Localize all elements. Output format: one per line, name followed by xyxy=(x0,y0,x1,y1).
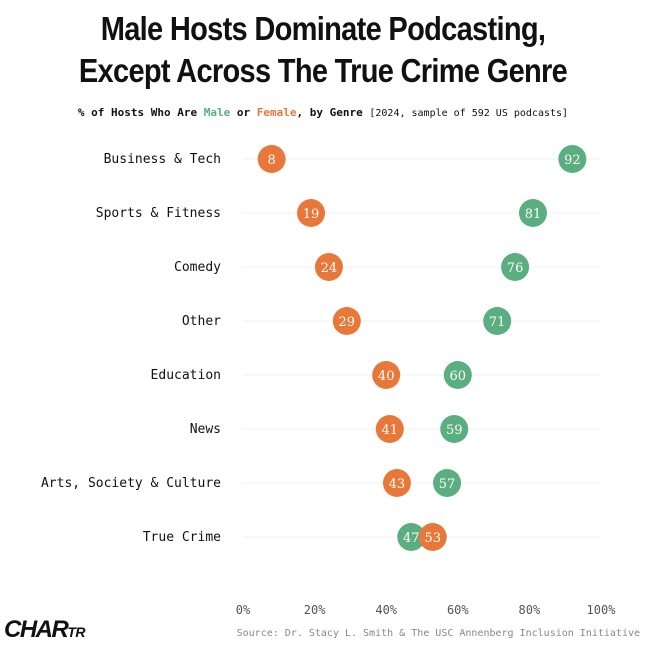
female-value-label: 8 xyxy=(267,153,275,168)
female-value-label: 53 xyxy=(424,531,441,546)
male-value-label: 60 xyxy=(450,369,467,384)
subtitle-prefix: % of Hosts Who Are xyxy=(77,106,198,119)
title-line-2: Except Across The True Crime Genre xyxy=(78,52,568,89)
male-dot xyxy=(397,523,426,551)
x-tick-label: 60% xyxy=(447,603,469,617)
x-tick-label: 0% xyxy=(236,603,251,617)
female-value-label: 43 xyxy=(389,477,406,492)
male-dot xyxy=(440,415,469,443)
x-tick-label: 20% xyxy=(304,603,326,617)
category-label: Other xyxy=(182,314,221,329)
chart-subtitle: % of Hosts Who Are Male or Female, by Ge… xyxy=(0,106,646,119)
female-value-label: 19 xyxy=(303,207,320,222)
female-value-label: 24 xyxy=(321,261,338,276)
category-label: Arts, Society & Culture xyxy=(41,476,221,491)
male-dot xyxy=(483,307,512,335)
male-value-label: 59 xyxy=(446,423,463,438)
male-value-label: 71 xyxy=(489,315,506,330)
category-label: Comedy xyxy=(174,260,221,275)
female-dot xyxy=(332,307,361,335)
female-value-label: 29 xyxy=(339,315,356,330)
chart-title: Male Hosts Dominate Podcasting, Except A… xyxy=(39,8,607,92)
logo-main: CHAR xyxy=(4,616,69,643)
female-dot xyxy=(314,253,343,281)
x-tick-label: 80% xyxy=(519,603,541,617)
male-value-label: 47 xyxy=(403,531,420,546)
male-dot xyxy=(558,145,587,173)
male-value-label: 81 xyxy=(525,207,542,222)
title-line-1: Male Hosts Dominate Podcasting, xyxy=(100,10,546,47)
female-dot xyxy=(372,361,401,389)
category-label: Business & Tech xyxy=(104,152,221,167)
male-dot xyxy=(443,361,472,389)
category-label: Sports & Fitness xyxy=(96,206,221,221)
female-dot xyxy=(257,145,286,173)
male-dot xyxy=(518,199,547,227)
female-dot xyxy=(418,523,447,551)
female-value-label: 41 xyxy=(382,423,399,438)
subtitle-suffix: , by Genre xyxy=(296,106,363,119)
female-dot xyxy=(297,199,326,227)
male-value-label: 57 xyxy=(439,477,456,492)
male-dot xyxy=(501,253,530,281)
subtitle-or: or xyxy=(236,106,251,119)
category-label: True Crime xyxy=(143,530,221,545)
male-dot xyxy=(433,469,462,497)
female-value-label: 40 xyxy=(378,369,395,384)
logo-small: TR xyxy=(67,624,85,640)
chartr-logo: CHARTR xyxy=(4,616,85,644)
source-note: Source: Dr. Stacy L. Smith & The USC Ann… xyxy=(236,628,640,639)
subtitle-female-label: Female xyxy=(256,106,297,119)
subtitle-meta: [2024, sample of 592 US podcasts] xyxy=(369,108,569,119)
female-dot xyxy=(382,469,411,497)
male-value-label: 92 xyxy=(564,153,581,168)
x-tick-label: 40% xyxy=(375,603,397,617)
subtitle-male-label: Male xyxy=(203,106,231,119)
category-label: News xyxy=(190,422,221,437)
x-tick-label: 100% xyxy=(587,603,617,617)
female-dot xyxy=(375,415,404,443)
male-value-label: 76 xyxy=(507,261,524,276)
category-label: Education xyxy=(151,368,221,383)
